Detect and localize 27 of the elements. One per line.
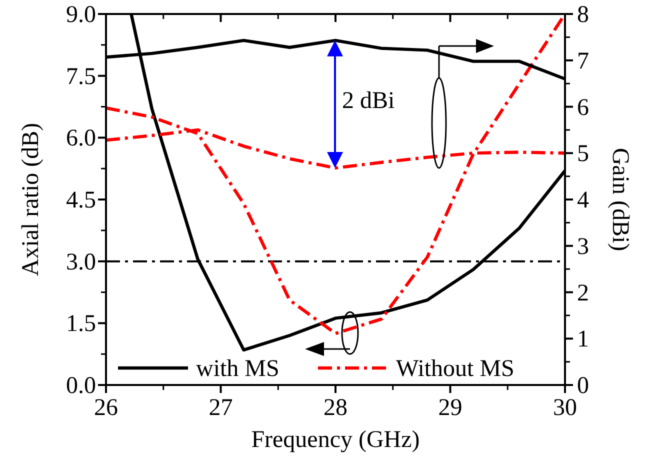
y-tick-label: 6.0 — [66, 126, 96, 152]
x-axis-title: Frequency (GHz) — [251, 427, 420, 453]
y-tick-label: 3.0 — [66, 249, 96, 276]
y2-tick-label: 7 — [577, 48, 589, 74]
y2-tick-label: 8 — [577, 2, 589, 28]
x-tick-label: 27 — [208, 395, 233, 421]
y2-tick-label: 1 — [577, 326, 589, 353]
y2-tick-label: 5 — [577, 141, 589, 168]
y-tick-label: 0.0 — [66, 373, 96, 399]
y2-tick-label: 6 — [577, 94, 589, 121]
y2-axis-title: Gain (dBi) — [607, 148, 633, 252]
y-tick-label: 1.5 — [66, 311, 96, 338]
x-tick-label: 29 — [438, 395, 462, 421]
x-tick-label: 30 — [553, 395, 577, 421]
y-axis-title: Axial ratio (dB) — [18, 122, 44, 276]
x-tick-label: 26 — [94, 395, 118, 421]
y2-tick-label: 0 — [577, 373, 589, 399]
y-tick-label: 4.5 — [66, 188, 96, 214]
y-tick-label: 7.5 — [66, 64, 96, 90]
x-tick-label: 28 — [324, 395, 348, 421]
legend-label: Without MS — [396, 356, 514, 382]
y2-tick-label: 2 — [577, 280, 589, 306]
annotation: 2 dBi — [342, 88, 396, 114]
y2-tick-label: 3 — [577, 234, 589, 260]
y-tick-label: 9.0 — [66, 2, 96, 28]
legend-label: with MS — [196, 356, 280, 382]
y2-tick-label: 4 — [577, 188, 589, 214]
